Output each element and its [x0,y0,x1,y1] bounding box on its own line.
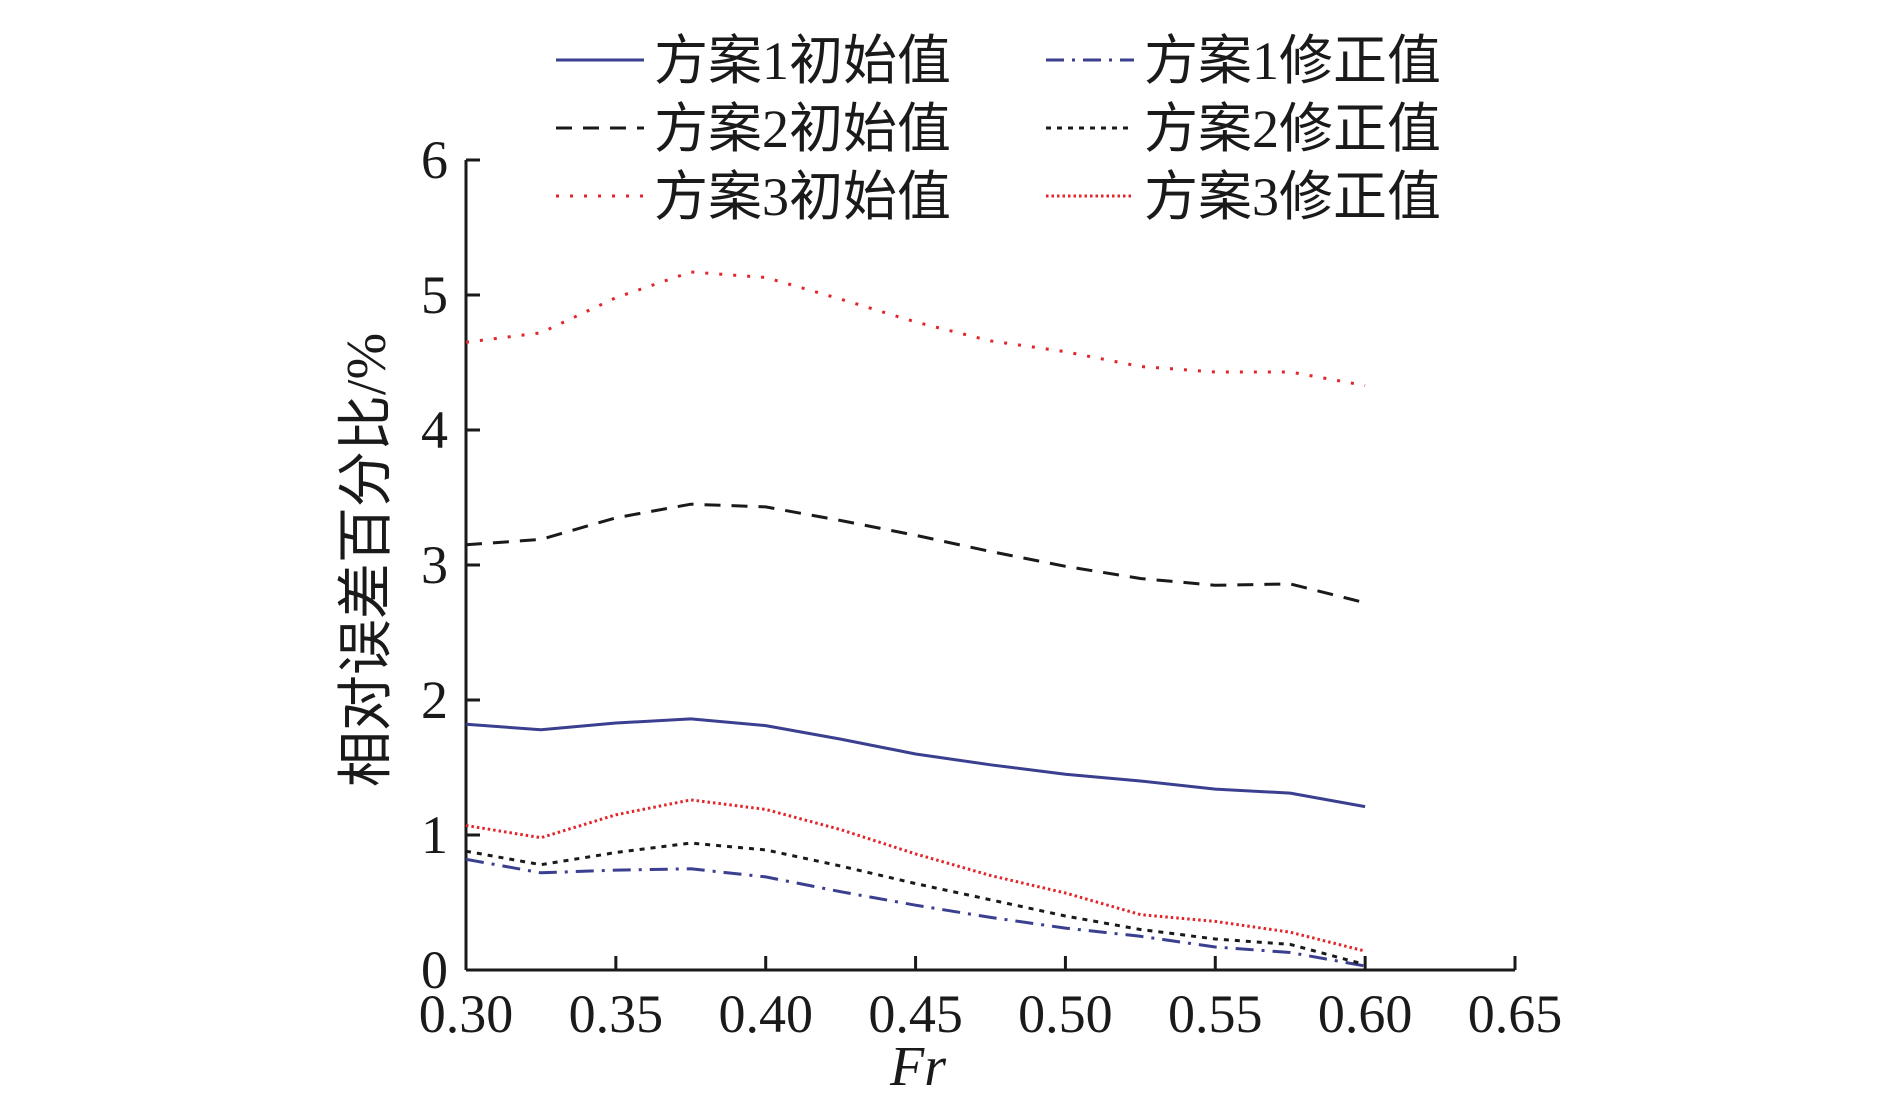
y-axis-label: 相对误差百分比/% [336,333,398,787]
x-tick-label: 0.35 [569,984,664,1044]
legend-label: 方案3修正值 [1144,167,1441,227]
x-tick-label: 0.30 [419,984,514,1044]
series-layer [465,270,1366,968]
axes [464,158,1517,972]
y-tick-label: 3 [421,535,448,595]
series-line-1 [465,717,1366,809]
x-tick-label: 0.40 [718,984,813,1044]
x-axis-label: Fr [889,1036,946,1098]
y-tick-label: 2 [421,670,448,730]
y-tick-label: 1 [421,805,448,865]
legend-label: 方案2初始值 [654,99,951,159]
y-tick-label: 5 [421,265,448,325]
tick-labels: 0.30 0.35 0.40 0.45 0.50 0.55 0.60 0.65 0 1 2 3 4 5 6 [419,130,1563,1044]
x-tick-label: 0.55 [1168,984,1263,1044]
y-tick-label: 4 [421,400,448,460]
y-tick-label: 0 [421,940,448,1000]
series-line-2 [465,857,1366,968]
x-tick-label: 0.50 [1018,984,1113,1044]
series-line-6 [465,798,1366,953]
x-tick-label: 0.45 [868,984,963,1044]
series-line-3 [465,502,1366,605]
series-line-5 [465,270,1366,387]
y-tick-label: 6 [421,130,448,190]
series-line-4 [465,841,1366,967]
legend-label: 方案2修正值 [1144,99,1441,159]
x-tick-label: 0.60 [1318,984,1413,1044]
x-tick-label: 0.65 [1468,984,1563,1044]
legend-label: 方案1初始值 [654,31,951,91]
legend-label: 方案3初始值 [654,167,951,227]
legend-label: 方案1修正值 [1144,31,1441,91]
